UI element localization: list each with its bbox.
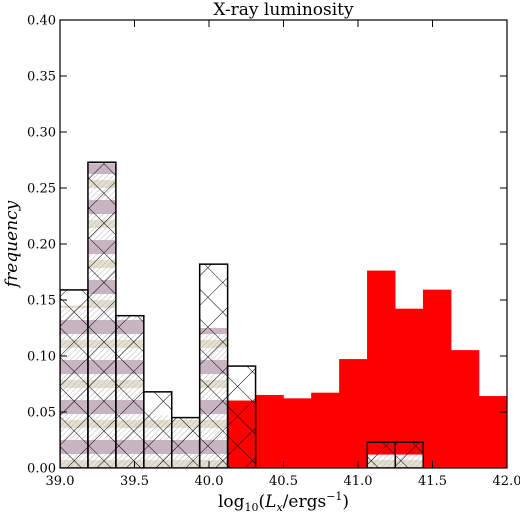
x-tick-label: 40.5 bbox=[269, 474, 298, 489]
crosshatch-bar bbox=[143, 391, 173, 468]
y-tick-label: 0.05 bbox=[27, 406, 56, 421]
red-bar bbox=[283, 398, 312, 468]
red-bar bbox=[478, 396, 507, 468]
crosshatch-bar bbox=[394, 441, 424, 468]
y-axis-label: frequency bbox=[2, 200, 22, 289]
crosshatch-bar bbox=[198, 263, 229, 468]
crosshatch-histogram bbox=[60, 161, 424, 468]
y-tick-label: 0.30 bbox=[27, 126, 56, 141]
y-tick-label: 0.35 bbox=[27, 70, 56, 85]
red-bar bbox=[311, 392, 340, 468]
x-tick-label: 39.5 bbox=[120, 474, 149, 489]
crosshatch-bar bbox=[366, 441, 396, 468]
red-bar bbox=[255, 394, 284, 468]
y-tick-label: 0.10 bbox=[27, 350, 56, 365]
x-tick-label: 41.0 bbox=[344, 474, 373, 489]
y-axis-ticks: 0.00 0.05 0.10 0.15 0.20 0.25 0.30 0.35 0.40 bbox=[27, 14, 507, 477]
red-bar bbox=[339, 359, 368, 468]
x-axis-ticks: 39.0 39.5 40.0 40.5 41.0 41.5 42.0 bbox=[46, 20, 520, 489]
red-bar bbox=[367, 270, 396, 468]
x-tick-label: 41.5 bbox=[418, 474, 447, 489]
y-tick-label: 0.20 bbox=[27, 238, 56, 253]
y-tick-label: 0.25 bbox=[27, 182, 56, 197]
red-bar bbox=[422, 289, 452, 468]
chart-title: X-ray luminosity bbox=[213, 0, 354, 20]
x-tick-label: 39.0 bbox=[46, 474, 75, 489]
crosshatch-bar bbox=[226, 365, 257, 468]
crosshatch-bar bbox=[171, 416, 201, 468]
red-bar bbox=[450, 350, 480, 468]
x-tick-label: 42.0 bbox=[493, 474, 520, 489]
crosshatch-bar bbox=[115, 314, 145, 468]
x-tick-label: 40.0 bbox=[195, 474, 224, 489]
crosshatch-bar bbox=[60, 289, 89, 468]
y-tick-label: 0.00 bbox=[27, 462, 56, 477]
y-tick-label: 0.40 bbox=[27, 14, 56, 29]
x-axis-label: log10(Lx/ergs−1) bbox=[218, 490, 349, 514]
crosshatch-bar bbox=[87, 161, 117, 468]
y-tick-label: 0.15 bbox=[27, 294, 56, 309]
